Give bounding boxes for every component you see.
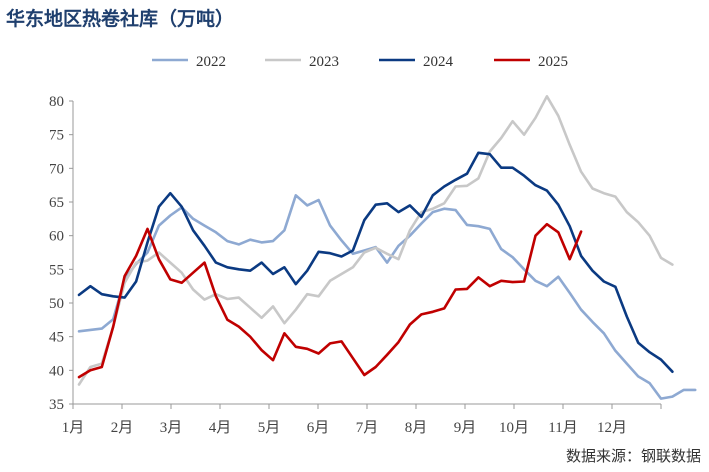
y-tick-label: 75	[49, 128, 64, 144]
legend-label-2025: 2025	[538, 54, 568, 70]
y-tick-label: 70	[49, 161, 64, 177]
x-tick-label: 7月	[356, 420, 379, 436]
series-lines	[77, 95, 697, 400]
y-tick-label: 55	[49, 262, 64, 278]
x-tick-label: 10月	[499, 420, 529, 436]
y-tick-label: 35	[49, 397, 64, 413]
series-line-2025	[77, 222, 583, 379]
x-tick-label: 8月	[405, 420, 428, 436]
y-tick-label: 80	[49, 94, 64, 110]
legend-label-2024: 2024	[423, 54, 454, 70]
x-tick-label: 2月	[111, 420, 134, 436]
legend-label-2023: 2023	[309, 54, 339, 70]
legend-label-2022: 2022	[196, 54, 226, 70]
x-tick-label: 11月	[548, 420, 577, 436]
y-tick-label: 50	[49, 296, 64, 312]
y-tick-label: 40	[49, 363, 64, 379]
x-tick-label: 6月	[307, 420, 330, 436]
y-tick-label: 60	[49, 229, 64, 245]
y-tick-label: 45	[49, 330, 64, 346]
series-line-2024	[77, 151, 674, 374]
data-source-note: 数据来源：钢联数据	[565, 447, 701, 465]
x-tick-label: 12月	[597, 420, 627, 436]
legend: 2022 2023 2024 2025	[152, 54, 568, 70]
x-tick-label: 9月	[454, 420, 477, 436]
x-tick-label: 4月	[209, 420, 232, 436]
y-tick-label: 65	[49, 195, 64, 211]
x-tick-label: 3月	[160, 420, 183, 436]
x-tick-label: 5月	[258, 420, 281, 436]
chart-title: 华东地区热卷社库（万吨）	[6, 8, 235, 30]
series-line-2022	[77, 194, 697, 400]
axes: 35 40 45 50 55 60 65 70 75 80 1月 2月 3月 4月 5月 6月 7月 8月 9月 10…	[49, 94, 662, 436]
series-line-2023	[77, 95, 674, 386]
x-tick-label: 1月	[62, 420, 85, 436]
